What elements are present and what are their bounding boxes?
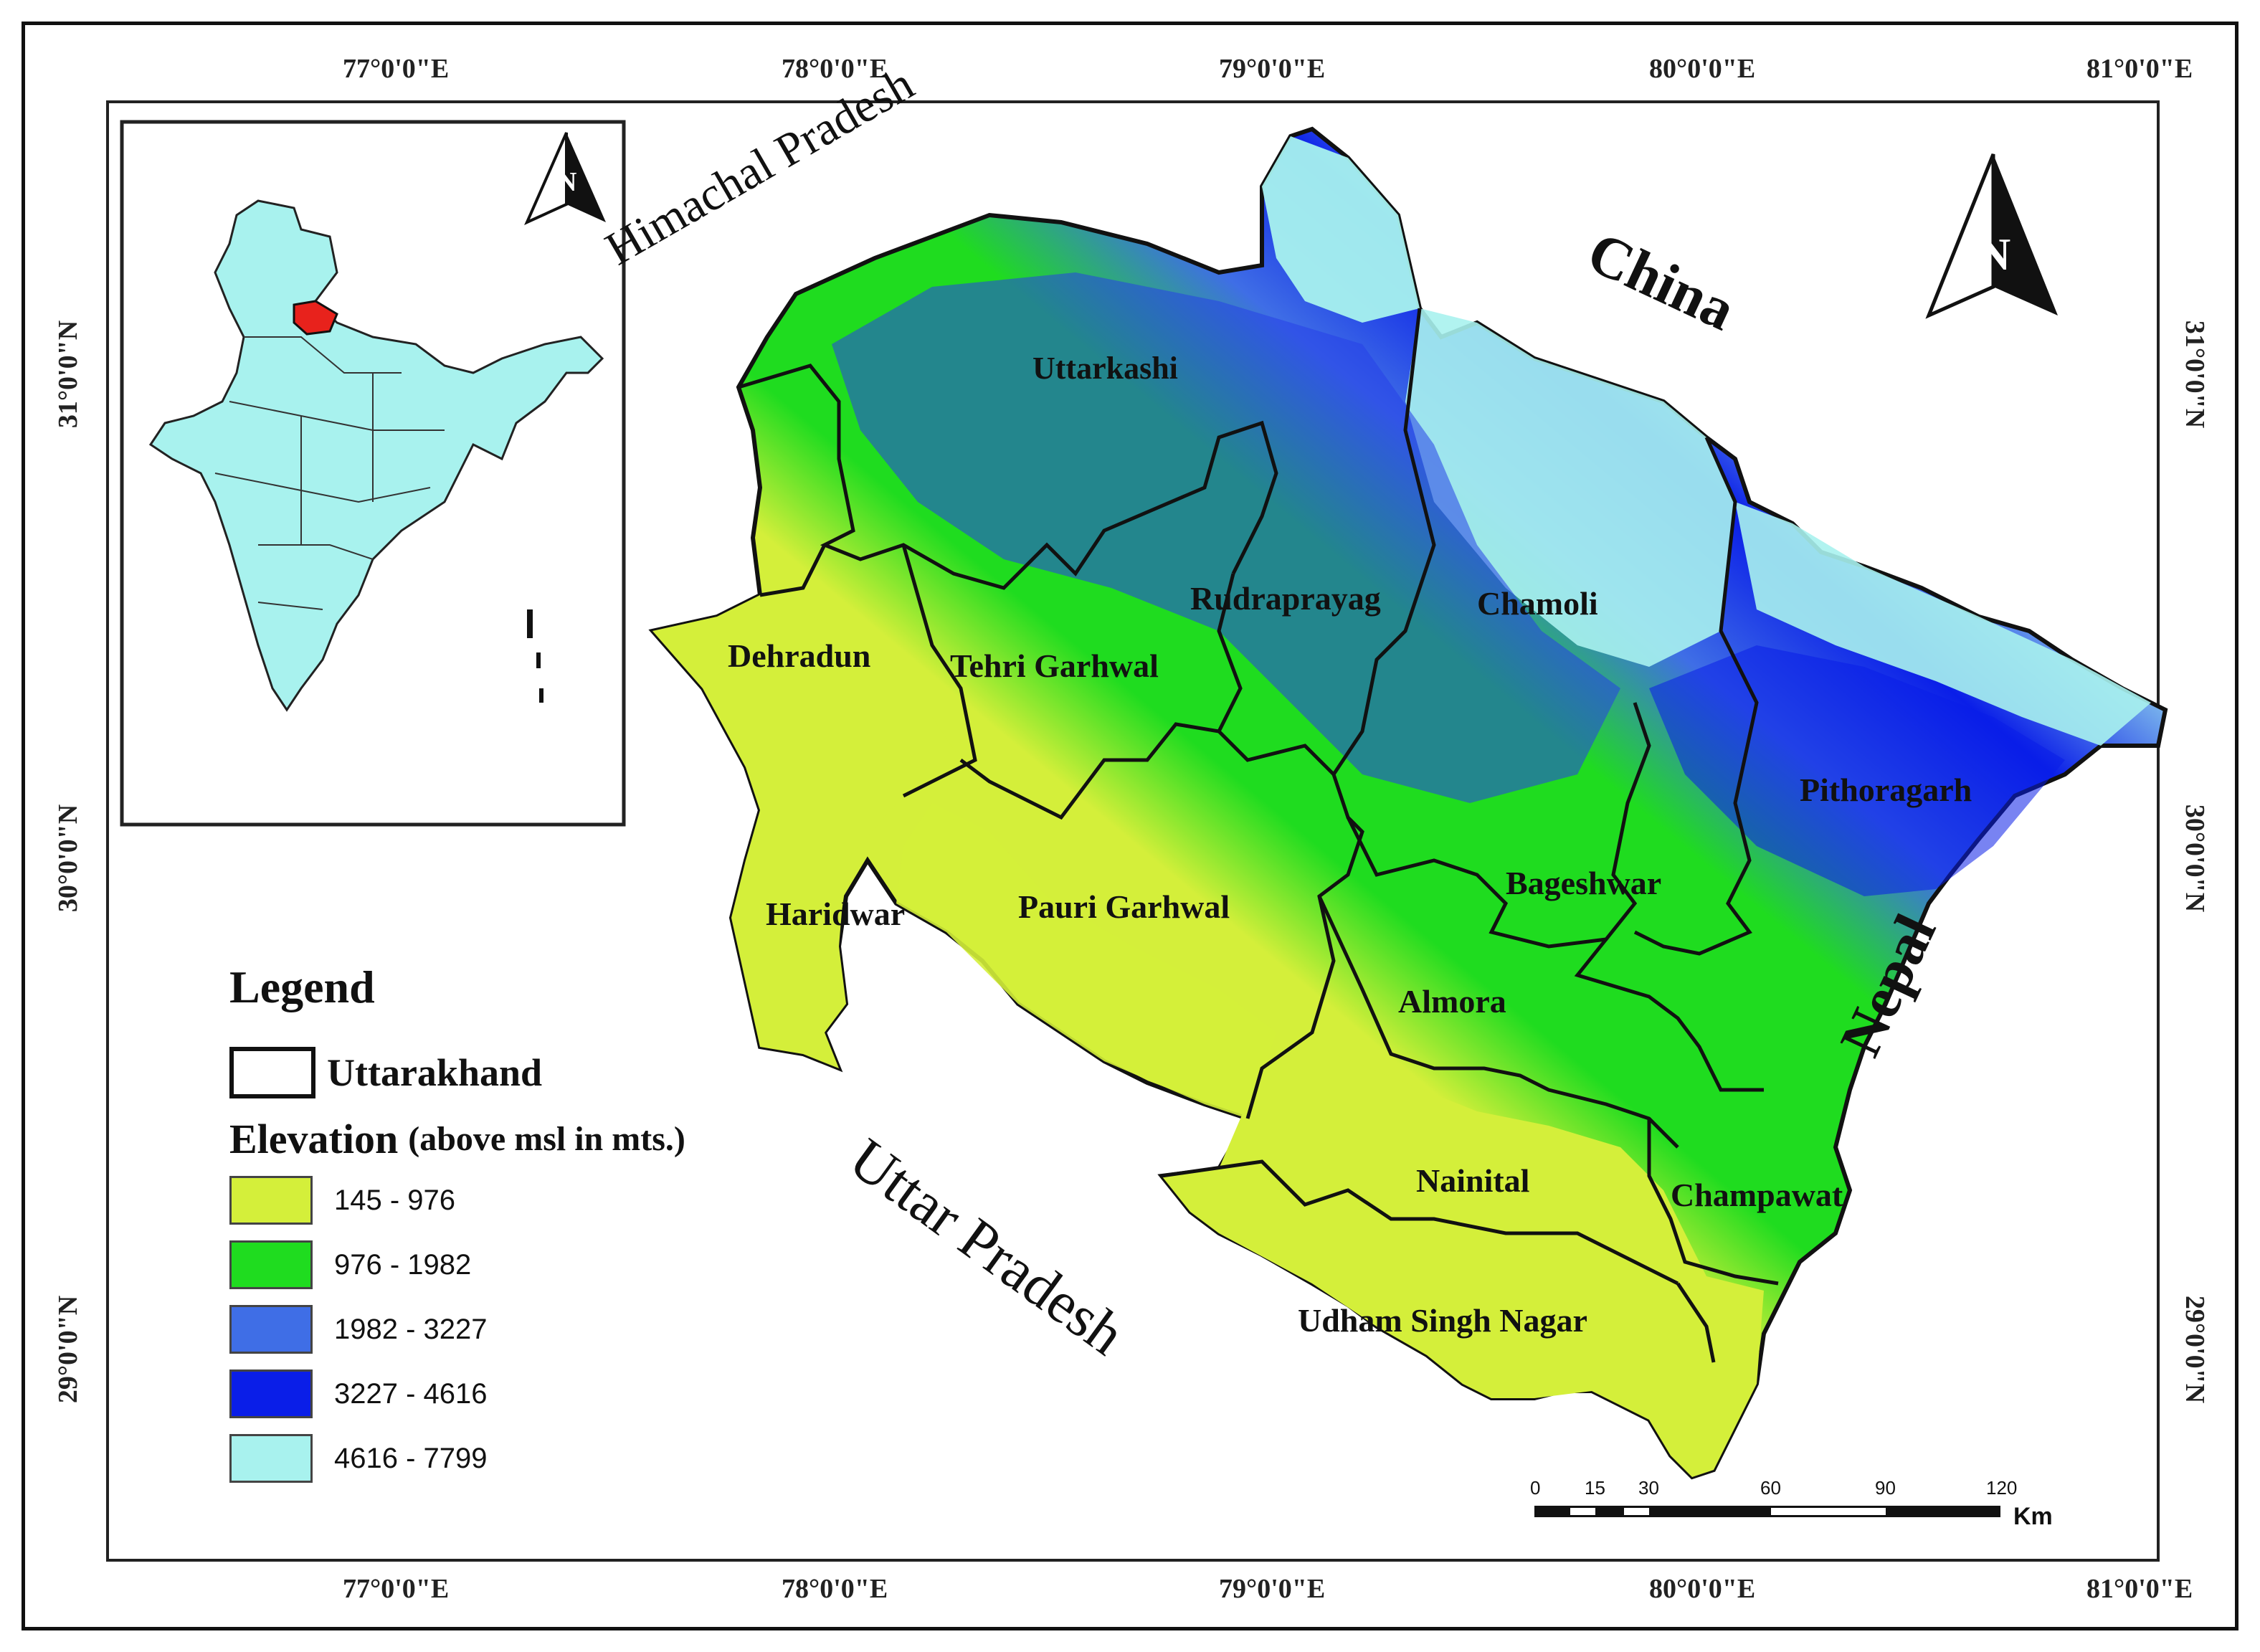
legend-class-row: 1982 - 3227: [229, 1305, 488, 1354]
bottom-longitude-label: 80°0'0"E: [1649, 1574, 1756, 1604]
lowland-terai: [1162, 1054, 1764, 1477]
scale-tick-label: 60: [1760, 1477, 1781, 1499]
legend-swatch: [229, 1369, 313, 1418]
district-label-nainital: Nainital: [1416, 1162, 1530, 1199]
bottom-longitude-label: 77°0'0"E: [343, 1574, 450, 1604]
top-longitude-label: 81°0'0"E: [2086, 54, 2193, 84]
scale-tick-label: 30: [1638, 1477, 1659, 1499]
legend-swatch: [229, 1434, 313, 1483]
legend-swatch: [229, 1176, 313, 1225]
legend-class-row: 976 - 1982: [229, 1240, 471, 1289]
district-label-rudraprayag: Rudraprayag: [1190, 580, 1381, 617]
district-label-uttarkashi: Uttarkashi: [1032, 351, 1178, 386]
legend-elevation-unit: (above msl in mts.): [408, 1120, 685, 1158]
scale-tick-label: 0: [1530, 1477, 1541, 1499]
scale-unit-label: Km: [2013, 1503, 2053, 1530]
north-arrow-letter: N: [1977, 229, 2011, 280]
district-label-dehradun: Dehradun: [728, 637, 871, 674]
north-arrow-inset: [524, 132, 606, 225]
district-label-pithoragarh: Pithoragarh: [1800, 772, 1972, 808]
high-snow-region-north: [1262, 136, 1420, 323]
deep-blue-zone: [1649, 645, 2065, 896]
legend-elevation-title: Elevation: [229, 1116, 399, 1162]
inset-india-map: [148, 199, 604, 712]
scale-tick-label: 120: [1986, 1477, 2018, 1499]
legend-elevation-heading: Elevation (above msl in mts.): [229, 1115, 685, 1163]
legend-boundary-label: Uttarakhand: [327, 1051, 543, 1094]
legend-swatch: [229, 1305, 313, 1354]
legend-class-row: 145 - 976: [229, 1176, 455, 1225]
scale-tick-label: 15: [1585, 1477, 1605, 1499]
district-label-haridwar: Haridwar: [766, 896, 906, 932]
district-label-champawat: Champawat: [1671, 1177, 1843, 1213]
legend-boundary-row: Uttarakhand: [229, 1047, 542, 1098]
district-label-pauri-garhwal: Pauri Garhwal: [1018, 888, 1230, 925]
legend-swatch: [229, 1240, 313, 1289]
legend-title: Legend: [229, 962, 375, 1012]
legend-class-row: 3227 - 4616: [229, 1369, 488, 1418]
district-label-tehri-garhwal: Tehri Garhwal: [950, 647, 1159, 684]
legend-class-label: 1982 - 3227: [334, 1313, 488, 1345]
north-arrow-main: [1925, 153, 2058, 319]
legend-class-row: 4616 - 7799: [229, 1434, 488, 1483]
legend-class-label: 976 - 1982: [334, 1248, 472, 1281]
map-inner-frame: [106, 100, 2160, 1562]
high-snow-region-chamoli: [1405, 308, 1735, 667]
district-label-bageshwar: Bageshwar: [1506, 865, 1662, 901]
legend-boundary-swatch: [229, 1047, 315, 1098]
top-longitude-label: 77°0'0"E: [343, 54, 450, 84]
glacier-blue-zone: [832, 272, 1620, 803]
bottom-longitude-label: 78°0'0"E: [782, 1574, 888, 1604]
legend-class-label: 4616 - 7799: [334, 1442, 488, 1474]
map-outer-frame: [22, 22, 2238, 1630]
district-label-almora: Almora: [1398, 983, 1506, 1020]
legend-class-label: 145 - 976: [334, 1184, 456, 1216]
inset-north-arrow-letter: N: [557, 167, 577, 197]
top-longitude-label: 78°0'0"E: [782, 54, 888, 84]
district-label-chamoli: Chamoli: [1477, 585, 1598, 622]
top-longitude-label: 80°0'0"E: [1649, 54, 1756, 84]
scale-bar: [1534, 1506, 2000, 1517]
top-longitude-label: 79°0'0"E: [1219, 54, 1326, 84]
district-label-udham-singh-nagar: Udham Singh Nagar: [1298, 1302, 1587, 1339]
legend-class-label: 3227 - 4616: [334, 1377, 488, 1410]
lowland-pauri-south: [896, 803, 1276, 1119]
scale-tick-label: 90: [1875, 1477, 1896, 1499]
bottom-longitude-label: 79°0'0"E: [1219, 1574, 1326, 1604]
lowland-dehradun-haridwar: [652, 595, 961, 1068]
inset-islands: [527, 609, 543, 703]
high-snow-region-pithoragarh: [1735, 502, 2151, 746]
district-boundaries: [738, 308, 1779, 1363]
bottom-longitude-label: 81°0'0"E: [2086, 1574, 2193, 1604]
inset-uttarakhand-highlight: [293, 300, 338, 336]
inset-state-lines: [214, 336, 445, 610]
